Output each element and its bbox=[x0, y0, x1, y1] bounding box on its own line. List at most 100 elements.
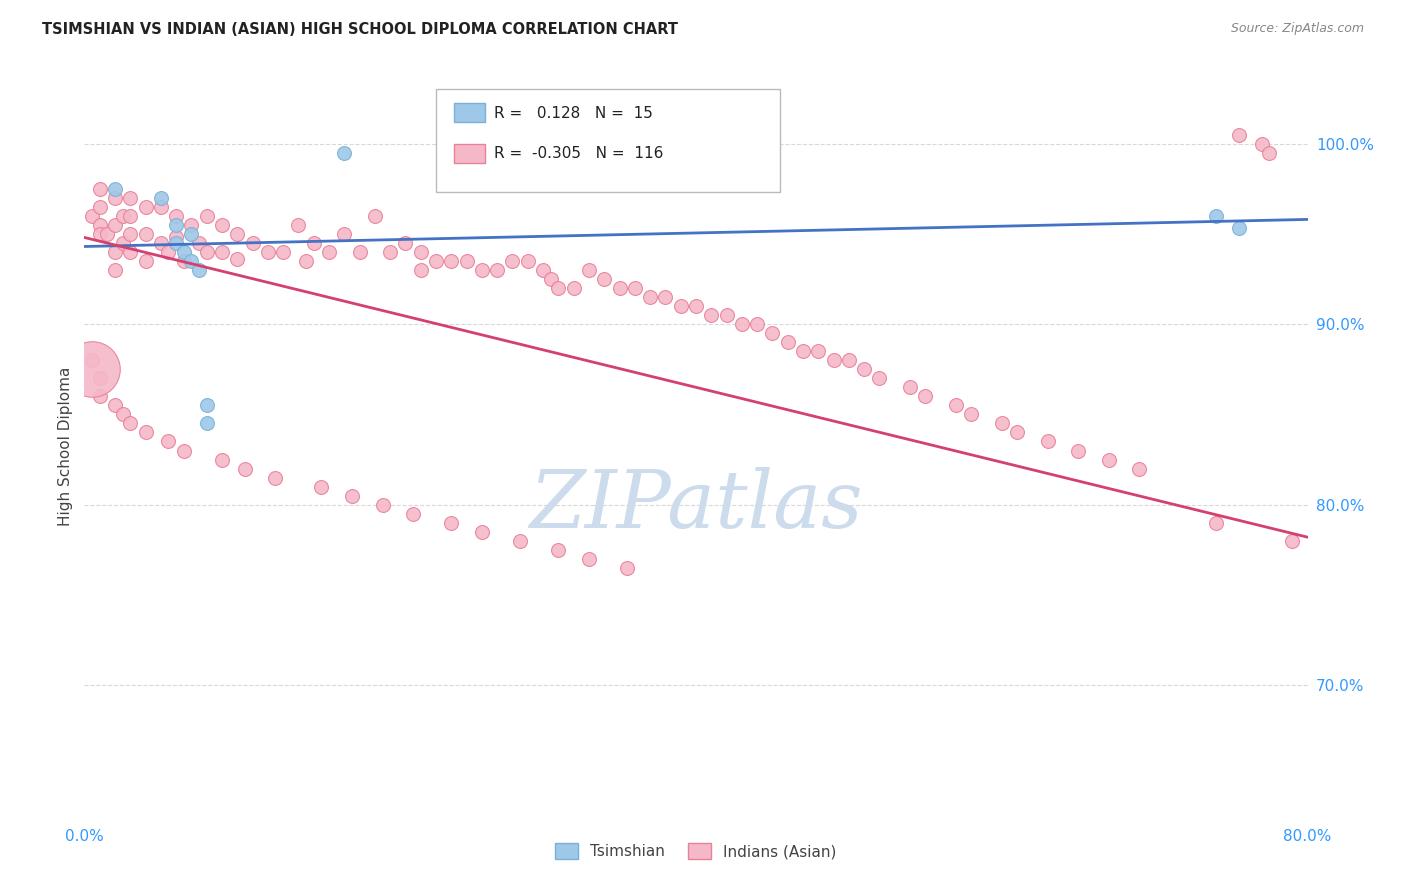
Point bbox=[531, 263, 554, 277]
Point bbox=[898, 380, 921, 394]
Point bbox=[516, 254, 538, 268]
Point bbox=[349, 244, 371, 259]
Point bbox=[1227, 128, 1250, 142]
Point bbox=[853, 362, 876, 376]
Point bbox=[195, 417, 218, 431]
Point bbox=[776, 335, 799, 350]
Point bbox=[333, 227, 356, 241]
Point bbox=[616, 561, 638, 575]
Text: R =  -0.305   N =  116: R = -0.305 N = 116 bbox=[494, 146, 662, 161]
Point bbox=[371, 498, 394, 512]
Point bbox=[624, 281, 647, 295]
Point bbox=[509, 533, 531, 548]
Point bbox=[104, 398, 127, 412]
Point bbox=[180, 254, 202, 268]
Point bbox=[211, 244, 233, 259]
Point bbox=[609, 281, 631, 295]
Point bbox=[80, 353, 103, 368]
Point bbox=[1067, 443, 1090, 458]
Point bbox=[838, 353, 860, 368]
Point bbox=[440, 254, 463, 268]
Point bbox=[364, 209, 387, 223]
Point bbox=[120, 209, 142, 223]
Point bbox=[135, 200, 157, 214]
Point bbox=[120, 191, 142, 205]
Point bbox=[716, 308, 738, 322]
Point bbox=[173, 443, 195, 458]
Point bbox=[1250, 136, 1272, 151]
Point bbox=[960, 408, 983, 422]
Text: TSIMSHIAN VS INDIAN (ASIAN) HIGH SCHOOL DIPLOMA CORRELATION CHART: TSIMSHIAN VS INDIAN (ASIAN) HIGH SCHOOL … bbox=[42, 22, 678, 37]
Point bbox=[149, 235, 172, 250]
Point bbox=[226, 227, 249, 241]
Point bbox=[1205, 516, 1227, 530]
Point bbox=[173, 244, 195, 259]
Point bbox=[157, 434, 180, 449]
Point bbox=[120, 417, 142, 431]
Point bbox=[547, 281, 569, 295]
Point bbox=[409, 263, 432, 277]
Point bbox=[700, 308, 723, 322]
Point bbox=[311, 480, 333, 494]
Point bbox=[211, 218, 233, 232]
Point bbox=[638, 290, 661, 304]
Text: Source: ZipAtlas.com: Source: ZipAtlas.com bbox=[1230, 22, 1364, 36]
Point bbox=[409, 244, 432, 259]
Point bbox=[302, 235, 325, 250]
Point bbox=[89, 200, 111, 214]
Point bbox=[540, 272, 562, 286]
Point bbox=[89, 227, 111, 241]
Point bbox=[1205, 209, 1227, 223]
Point bbox=[233, 461, 256, 475]
Point bbox=[1128, 461, 1150, 475]
Point bbox=[333, 145, 356, 160]
Point bbox=[149, 191, 172, 205]
Point bbox=[89, 182, 111, 196]
Point bbox=[104, 191, 127, 205]
Point bbox=[104, 244, 127, 259]
Point bbox=[502, 254, 524, 268]
Point bbox=[211, 452, 233, 467]
Point bbox=[271, 244, 294, 259]
Point bbox=[823, 353, 845, 368]
Point bbox=[807, 344, 830, 359]
Point bbox=[195, 209, 218, 223]
Point bbox=[195, 398, 218, 412]
Point bbox=[1036, 434, 1059, 449]
Point bbox=[165, 209, 187, 223]
Point bbox=[165, 230, 187, 244]
Point bbox=[578, 263, 600, 277]
Point bbox=[188, 235, 211, 250]
Point bbox=[1258, 145, 1281, 160]
Point bbox=[104, 218, 127, 232]
Legend: Tsimshian, Indians (Asian): Tsimshian, Indians (Asian) bbox=[550, 838, 842, 865]
Point bbox=[242, 235, 264, 250]
Point bbox=[135, 254, 157, 268]
Point bbox=[157, 244, 180, 259]
Point bbox=[593, 272, 616, 286]
Point bbox=[1005, 425, 1028, 440]
Point bbox=[180, 218, 202, 232]
Point bbox=[380, 244, 402, 259]
Point bbox=[165, 218, 187, 232]
Point bbox=[761, 326, 783, 340]
Point bbox=[89, 389, 111, 403]
Point bbox=[180, 227, 202, 241]
Point bbox=[456, 254, 478, 268]
Y-axis label: High School Diploma: High School Diploma bbox=[58, 367, 73, 525]
Point bbox=[340, 489, 363, 503]
Point bbox=[120, 244, 142, 259]
Point bbox=[188, 263, 211, 277]
Point bbox=[111, 408, 134, 422]
Point bbox=[685, 299, 707, 313]
Point bbox=[173, 254, 195, 268]
Point bbox=[135, 227, 157, 241]
Point bbox=[562, 281, 585, 295]
Point bbox=[547, 542, 569, 557]
Point bbox=[295, 254, 318, 268]
Point bbox=[287, 218, 309, 232]
Point bbox=[471, 263, 494, 277]
Point bbox=[120, 227, 142, 241]
Point bbox=[747, 317, 769, 331]
Point bbox=[111, 235, 134, 250]
